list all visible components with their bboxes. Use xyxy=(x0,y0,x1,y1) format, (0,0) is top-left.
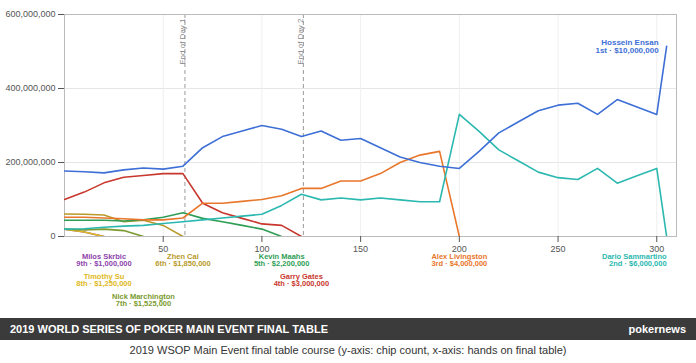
svg-text:Dario Sammartino2nd · $6,000,0: Dario Sammartino2nd · $6,000,000 xyxy=(602,252,667,269)
svg-text:600,000,000: 600,000,000 xyxy=(5,9,55,19)
svg-text:Hossein Ensan1st · $10,000,000: Hossein Ensan1st · $10,000,000 xyxy=(595,38,659,55)
svg-text:0: 0 xyxy=(50,231,55,241)
svg-text:200,000,000: 200,000,000 xyxy=(5,157,55,167)
svg-text:End of Day 1: End of Day 1 xyxy=(178,18,187,65)
svg-text:End of Day 2: End of Day 2 xyxy=(296,18,305,65)
svg-text:150: 150 xyxy=(353,244,368,254)
svg-text:Garry Gates4th · $3,000,000: Garry Gates4th · $3,000,000 xyxy=(274,272,329,289)
html-text:2019 WSOP Main Event final tab: 2019 WSOP Main Event final table course … xyxy=(129,344,567,356)
html-text:pokernews: pokernews xyxy=(628,323,686,335)
html-text:2019 WORLD SERIES OF POKER MAI: 2019 WORLD SERIES OF POKER MAIN EVENT FI… xyxy=(10,323,328,335)
svg-text:Alex Livingston3rd · $4,000,00: Alex Livingston3rd · $4,000,000 xyxy=(431,252,487,269)
svg-text:400,000,000: 400,000,000 xyxy=(5,83,55,93)
svg-text:Milos Skrbic9th · $1,000,000: Milos Skrbic9th · $1,000,000 xyxy=(76,252,131,269)
svg-text:100: 100 xyxy=(254,244,269,254)
svg-text:300: 300 xyxy=(649,244,664,254)
svg-text:Nick Marchington7th · $1,525,0: Nick Marchington7th · $1,525,000 xyxy=(112,292,175,309)
svg-text:Kevin Maahs5th · $2,200,000: Kevin Maahs5th · $2,200,000 xyxy=(254,252,309,269)
svg-text:250: 250 xyxy=(551,244,566,254)
svg-text:200: 200 xyxy=(452,244,467,254)
svg-text:Zhen Cai6th · $1,850,000: Zhen Cai6th · $1,850,000 xyxy=(155,252,210,269)
svg-text:Timothy Su8th · $1,250,000: Timothy Su8th · $1,250,000 xyxy=(76,272,131,289)
svg-text:50: 50 xyxy=(158,244,168,254)
